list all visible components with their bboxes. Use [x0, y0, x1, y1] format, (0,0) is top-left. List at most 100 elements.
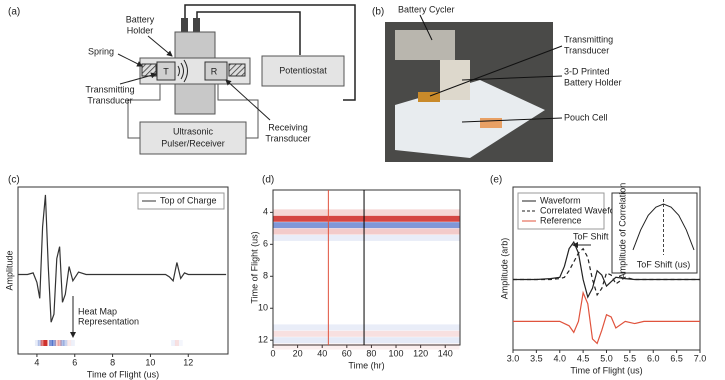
- sound-wave: [177, 59, 188, 83]
- photo-region: [418, 92, 440, 102]
- panel-label: (b): [372, 7, 384, 18]
- heat-cell: [43, 340, 48, 346]
- label: Battery Cycler: [398, 4, 455, 14]
- x-tick-label: 5.5: [624, 353, 637, 363]
- x-tick-label: 12: [183, 357, 193, 367]
- plot-area: [17, 186, 229, 355]
- line: [513, 247, 700, 297]
- heat-cell: [40, 340, 45, 346]
- label: Battery: [126, 14, 155, 24]
- x-tick-label: 4.5: [577, 353, 590, 363]
- x-tick-label: 4.0: [553, 353, 566, 363]
- cable: [127, 84, 161, 139]
- legend-label: Correlated Waveform: [540, 205, 625, 215]
- label: Potentiostat: [279, 65, 327, 75]
- panel-label: (c): [8, 175, 20, 186]
- label: Pouch Cell: [564, 112, 608, 122]
- inset-y-label: Amplitude of Correlation: [617, 183, 627, 280]
- wire: [184, 4, 356, 101]
- label: 3-D Printed: [564, 66, 610, 76]
- arrow: [147, 35, 173, 57]
- heat-cell: [37, 340, 42, 346]
- photo-region: [395, 30, 455, 60]
- heat-band: [273, 209, 460, 216]
- arrow: [429, 45, 563, 97]
- label: Holder: [127, 25, 154, 35]
- x-tick-label: 5.0: [600, 353, 613, 363]
- x-axis-label: Time of Flight (us): [87, 369, 159, 379]
- label: Transmitting: [564, 34, 613, 44]
- x-tick-label: 10: [145, 357, 155, 367]
- label: Ultrasonic: [173, 126, 214, 136]
- inset-box: [611, 192, 698, 274]
- arrow: [119, 72, 157, 85]
- label: Battery Holder: [564, 77, 622, 87]
- cable: [217, 84, 259, 139]
- x-axis-label: Time of Flight (us): [570, 365, 642, 375]
- line: [513, 290, 700, 345]
- x-tick-label: 7.0: [694, 353, 707, 363]
- y-axis-label: Amplitude: [4, 250, 14, 290]
- inset-x-label: ToF Shift (us): [637, 259, 691, 269]
- wire: [196, 11, 301, 55]
- y-axis-label: Time of Flight (us): [249, 231, 259, 303]
- x-tick-label: 0: [270, 348, 275, 358]
- x-tick-label: 3.5: [530, 353, 543, 363]
- annotation: Representation: [78, 316, 139, 326]
- label: Transducer: [564, 45, 609, 55]
- transducer: [204, 61, 228, 81]
- heat-band: [273, 228, 460, 235]
- arrow: [117, 53, 143, 67]
- x-tick-label: 8: [110, 357, 115, 367]
- annotation: Heat Map: [78, 306, 117, 316]
- x-tick-label: 80: [366, 348, 376, 358]
- x-tick-label: 60: [342, 348, 352, 358]
- heat-cell: [70, 340, 75, 346]
- terminal: [181, 18, 188, 32]
- legend-label: Top of Charge: [160, 195, 217, 205]
- x-tick-label: 3.0: [507, 353, 520, 363]
- y-tick-label: 8: [263, 271, 268, 281]
- y-tick-label: 12: [258, 335, 268, 345]
- heat-cell: [34, 340, 39, 346]
- x-tick-label: 6: [72, 357, 77, 367]
- diagram: (a) T R Potentiostat Ultrasonic Pulser/R…: [8, 4, 356, 155]
- label: Spring: [88, 46, 114, 56]
- label: T: [163, 66, 169, 76]
- inset-line: [632, 203, 695, 251]
- photo-region: [480, 118, 502, 128]
- heat-cell: [174, 340, 179, 346]
- y-tick-label: 6: [263, 239, 268, 249]
- heat-band: [273, 324, 460, 331]
- spring: [228, 63, 246, 77]
- x-tick-label: 140: [438, 348, 453, 358]
- panel-label: (e): [490, 175, 502, 186]
- label: Transducer: [87, 95, 132, 105]
- x-tick-label: 40: [317, 348, 327, 358]
- annotation: ToF Shift: [573, 231, 609, 241]
- heat-band: [273, 330, 460, 337]
- x-tick-label: 20: [293, 348, 303, 358]
- panel-label: (d): [262, 175, 274, 186]
- arrow: [461, 75, 563, 81]
- arrow: [461, 117, 563, 123]
- x-tick-label: 6.0: [647, 353, 660, 363]
- panel-label: (a): [8, 7, 20, 18]
- label: Receiving: [268, 122, 308, 132]
- heat-cell: [57, 340, 62, 346]
- legend-label: Waveform: [540, 195, 581, 205]
- x-tick-label: 120: [413, 348, 428, 358]
- heat-band: [273, 343, 460, 350]
- heat-cell: [60, 340, 65, 346]
- photo: (b) Battery Cycler Transmitting Transduc…: [372, 4, 622, 162]
- heat-cell: [51, 340, 56, 346]
- label: R: [211, 66, 218, 76]
- y-axis-label: Amplitude (arb): [499, 238, 509, 300]
- heat-cell: [54, 340, 59, 346]
- heat-band: [273, 234, 460, 241]
- x-tick-label: 4: [34, 357, 39, 367]
- heat-cell: [46, 340, 51, 346]
- x-tick-label: 100: [389, 348, 404, 358]
- y-tick-label: 10: [258, 303, 268, 313]
